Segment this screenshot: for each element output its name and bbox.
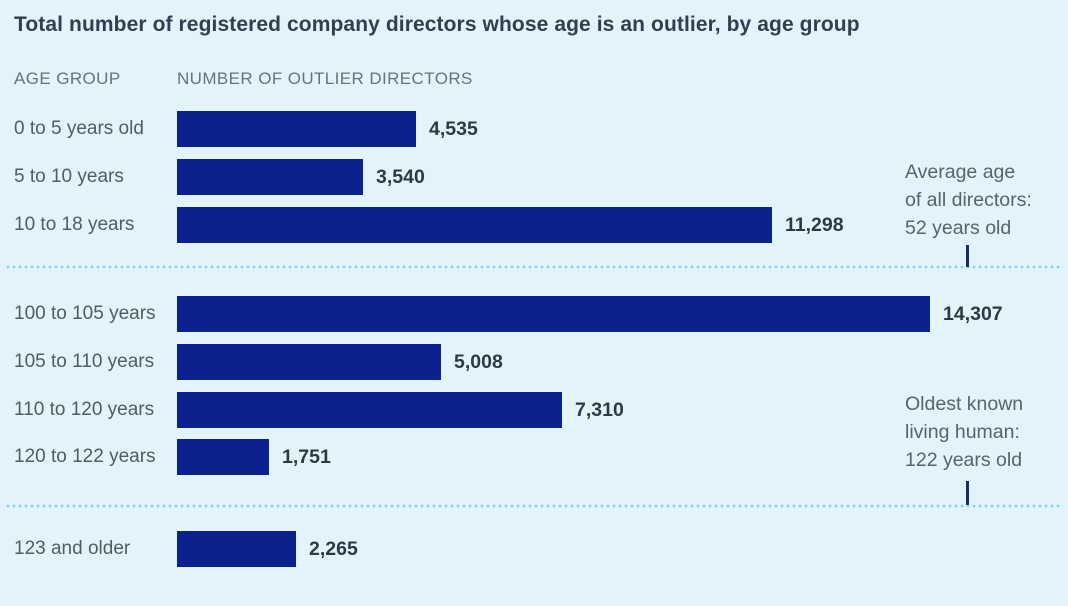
bar-value-label: 5,008 (454, 350, 503, 373)
bar-value-label: 4,535 (429, 117, 478, 140)
chart-row: 105 to 110 years 5,008 (14, 344, 1068, 380)
column-header-age-group: AGE GROUP (14, 69, 121, 88)
chart-row: 120 to 122 years 1,751 (14, 439, 1068, 475)
bar (177, 439, 269, 475)
age-group-label: 105 to 110 years (14, 351, 155, 372)
chart-row: 0 to 5 years old 4,535 (14, 111, 1068, 147)
annotation-tick (966, 245, 969, 267)
bar-value-label: 2,265 (309, 537, 358, 560)
bar (177, 392, 562, 428)
chart-row: 5 to 10 years 3,540 (14, 159, 1068, 195)
annotation-tick (966, 481, 969, 505)
age-group-label: 5 to 10 years (14, 166, 124, 187)
annotation-line: of all directors: (905, 189, 1032, 211)
chart-row: 100 to 105 years 14,307 (14, 296, 1068, 332)
dotted-divider (5, 265, 1063, 269)
bar (177, 344, 441, 380)
age-group-label: 120 to 122 years (14, 446, 156, 467)
dotted-divider (5, 504, 1063, 508)
annotation-line: 122 years old (905, 449, 1023, 471)
age-group-label: 110 to 120 years (14, 399, 155, 420)
age-group-label: 10 to 18 years (14, 214, 135, 235)
bar (177, 111, 416, 147)
annotation-line: Oldest known (905, 393, 1024, 415)
chart-title: Total number of registered company direc… (14, 13, 860, 36)
annotation-line: Average age (905, 161, 1016, 183)
chart-row: 123 and older 2,265 (14, 531, 1068, 567)
bar (177, 296, 930, 332)
chart-row: 10 to 18 years 11,298 (14, 207, 1068, 243)
bar-value-label: 11,298 (785, 213, 844, 236)
column-header-directors: NUMBER OF OUTLIER DIRECTORS (177, 69, 473, 88)
annotation-oldest-human: Oldest known living human: 122 years old (905, 390, 1060, 474)
age-group-label: 0 to 5 years old (14, 118, 144, 139)
chart-row: 110 to 120 years 7,310 (14, 392, 1068, 428)
bar (177, 531, 296, 567)
bar-value-label: 1,751 (282, 445, 331, 468)
bar (177, 207, 772, 243)
bar-value-label: 14,307 (943, 302, 1003, 325)
bar-value-label: 7,310 (575, 398, 624, 421)
age-group-label: 123 and older (14, 538, 131, 559)
annotation-line: 52 years old (905, 217, 1012, 239)
annotation-line: living human: (905, 421, 1020, 443)
bar-value-label: 3,540 (376, 165, 425, 188)
bar (177, 159, 363, 195)
age-group-label: 100 to 105 years (14, 303, 156, 324)
annotation-average-age: Average age of all directors: 52 years o… (905, 158, 1060, 242)
